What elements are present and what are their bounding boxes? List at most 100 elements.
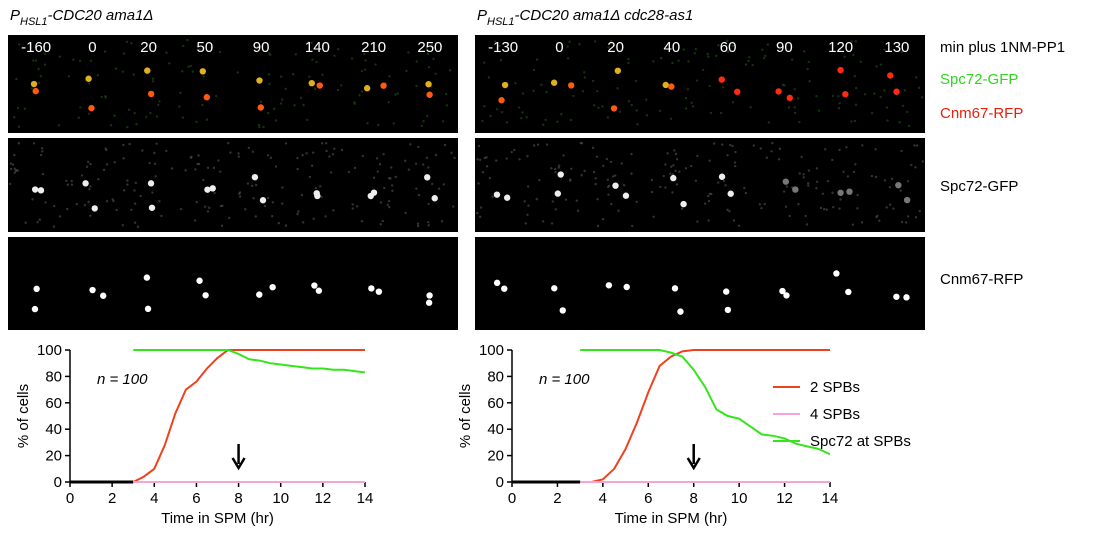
- noise: [425, 156, 429, 160]
- spot: [370, 189, 378, 196]
- noise: [499, 59, 503, 62]
- noise: [308, 175, 312, 179]
- image-panel: [475, 35, 925, 133]
- noise: [155, 115, 159, 118]
- noise: [513, 148, 516, 152]
- noise: [38, 81, 41, 85]
- noise: [100, 95, 103, 99]
- noise: [70, 179, 73, 183]
- timepoint-label: 90: [253, 39, 270, 56]
- spot: [196, 277, 203, 284]
- x-tick-label: 12: [776, 490, 793, 507]
- noise: [404, 159, 407, 163]
- noise: [596, 224, 600, 228]
- noise: [766, 43, 770, 46]
- spot: [82, 180, 89, 187]
- noise: [379, 223, 382, 226]
- spot: [723, 288, 730, 295]
- noise: [36, 221, 39, 224]
- noise: [630, 172, 633, 175]
- noise: [494, 40, 497, 43]
- noise: [72, 58, 75, 61]
- noise: [97, 178, 100, 181]
- noise: [407, 51, 410, 54]
- noise: [268, 82, 271, 86]
- noise: [244, 208, 247, 211]
- noise: [831, 158, 834, 162]
- noise: [545, 143, 549, 146]
- noise: [854, 40, 858, 43]
- noise: [591, 146, 595, 150]
- noise: [770, 150, 773, 153]
- noise: [694, 48, 698, 51]
- noise: [441, 120, 445, 123]
- noise: [271, 215, 274, 218]
- noise: [306, 118, 309, 122]
- noise: [602, 164, 605, 167]
- noise: [193, 219, 197, 222]
- noise: [684, 167, 688, 170]
- row-label: min plus 1NM-PP1: [940, 39, 1065, 56]
- noise: [197, 154, 200, 157]
- noise: [845, 146, 848, 149]
- noise: [822, 207, 826, 211]
- noise: [617, 209, 620, 212]
- micrographs: -160 0 20 50 90 140 210 250 -130 0 20 40 60 90 120 130: [8, 35, 925, 330]
- noise: [364, 59, 367, 62]
- noise: [671, 173, 675, 176]
- noise: [442, 183, 445, 186]
- noise: [194, 168, 197, 171]
- spot: [671, 285, 679, 292]
- noise: [903, 89, 907, 92]
- noise: [566, 57, 570, 60]
- noise: [790, 58, 794, 61]
- noise: [445, 92, 448, 96]
- noise: [495, 108, 499, 111]
- noise: [89, 59, 93, 62]
- noise: [703, 202, 707, 205]
- noise: [202, 178, 205, 182]
- noise: [725, 39, 729, 43]
- noise: [203, 205, 207, 208]
- noise: [715, 54, 718, 58]
- x-tick-label: 14: [822, 490, 839, 507]
- noise: [883, 48, 886, 51]
- noise: [305, 152, 308, 155]
- noise: [536, 143, 540, 146]
- noise: [671, 191, 674, 194]
- noise: [765, 156, 769, 159]
- noise: [606, 178, 610, 182]
- noise: [238, 195, 242, 198]
- noise: [556, 120, 559, 123]
- noise: [256, 45, 260, 48]
- noise: [179, 207, 183, 211]
- noise: [347, 170, 351, 174]
- noise: [479, 206, 483, 209]
- noise: [550, 167, 553, 170]
- panel-title: PHSL1-CDC20 ama1Δ: [10, 7, 153, 28]
- noise: [217, 159, 220, 162]
- spot: [498, 97, 505, 104]
- timepoint-label: 210: [361, 39, 386, 56]
- noise: [279, 102, 283, 105]
- noise: [375, 157, 379, 160]
- noise: [126, 125, 129, 129]
- noise: [407, 168, 411, 171]
- noise: [43, 45, 46, 48]
- noise: [917, 86, 921, 90]
- noise: [842, 170, 845, 174]
- noise: [517, 106, 521, 109]
- noise: [491, 195, 494, 198]
- noise: [263, 204, 267, 208]
- noise: [526, 154, 529, 158]
- y-tick-label: 20: [487, 448, 504, 465]
- noise: [145, 115, 148, 118]
- noise: [510, 150, 513, 154]
- noise: [191, 70, 195, 73]
- y-tick-label: 60: [487, 395, 504, 412]
- noise: [390, 166, 393, 169]
- noise: [52, 225, 56, 228]
- noise: [158, 200, 161, 203]
- noise: [596, 198, 599, 201]
- noise: [311, 151, 315, 154]
